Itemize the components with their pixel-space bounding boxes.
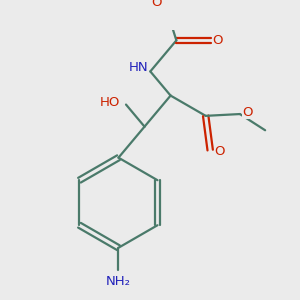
Text: HO: HO (100, 96, 121, 109)
Text: O: O (214, 146, 224, 158)
Text: O: O (213, 34, 223, 47)
Text: O: O (242, 106, 252, 119)
Text: NH₂: NH₂ (106, 275, 131, 289)
Text: O: O (151, 0, 162, 9)
Text: HN: HN (129, 61, 148, 74)
